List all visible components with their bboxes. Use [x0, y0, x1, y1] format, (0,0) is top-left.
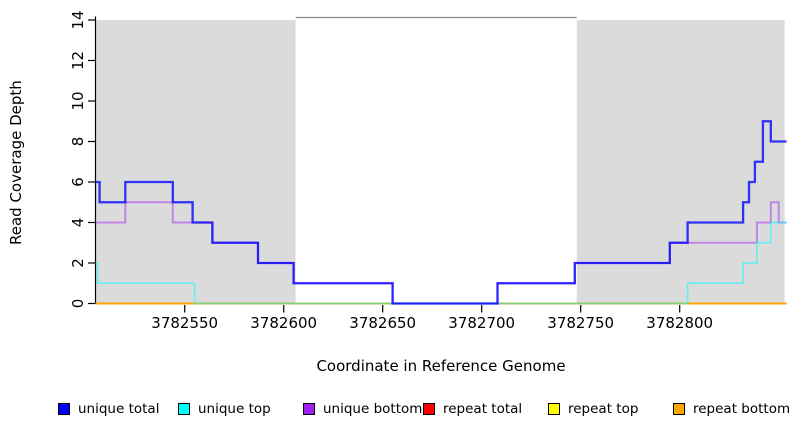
x-tick-label: 3782650 — [349, 314, 416, 332]
legend-item-unique-total: unique total — [58, 401, 159, 417]
legend-swatch-icon — [673, 403, 685, 415]
y-tick-label: 0 — [69, 299, 87, 309]
x-tick-label: 3782750 — [547, 314, 614, 332]
shaded-region — [95, 20, 296, 305]
legend-item-repeat-top: repeat top — [548, 401, 638, 417]
x-tick-label: 3782700 — [448, 314, 515, 332]
legend-item-repeat-bottom: repeat bottom — [673, 401, 790, 417]
legend: unique total unique top unique bottom repea… — [0, 401, 792, 421]
y-tick-label: 14 — [69, 10, 87, 29]
legend-swatch-icon — [548, 403, 560, 415]
y-tick-label: 6 — [69, 177, 87, 187]
y-tick-label: 2 — [69, 258, 87, 268]
legend-label: unique total — [78, 401, 160, 417]
legend-label: repeat top — [568, 401, 639, 417]
legend-item-unique-top: unique top — [178, 401, 271, 417]
y-axis-title: Read Coverage Depth — [7, 80, 25, 246]
x-axis-title: Coordinate in Reference Genome — [316, 357, 566, 375]
y-tick-label: 10 — [69, 91, 87, 110]
legend-swatch-icon — [58, 403, 70, 415]
series-unique-total — [95, 120, 787, 305]
legend-label: unique bottom — [323, 401, 423, 417]
legend-item-unique-bottom: unique bottom — [303, 401, 422, 417]
shaded-region — [576, 20, 785, 305]
y-tick-label: 12 — [69, 51, 87, 70]
legend-label: repeat bottom — [693, 401, 791, 417]
legend-swatch-icon — [423, 403, 435, 415]
legend-item-repeat-total: repeat total — [423, 401, 522, 417]
x-tick-label: 3782600 — [250, 314, 317, 332]
legend-swatch-icon — [178, 403, 190, 415]
y-tick-label: 8 — [69, 137, 87, 147]
legend-swatch-icon — [303, 403, 315, 415]
x-tick-label: 3782550 — [151, 314, 218, 332]
legend-label: repeat total — [443, 401, 523, 417]
x-tick-label: 3782800 — [646, 314, 713, 332]
legend-label: unique top — [198, 401, 271, 417]
series-unique-top — [95, 221, 787, 305]
y-tick-label: 4 — [69, 218, 87, 228]
